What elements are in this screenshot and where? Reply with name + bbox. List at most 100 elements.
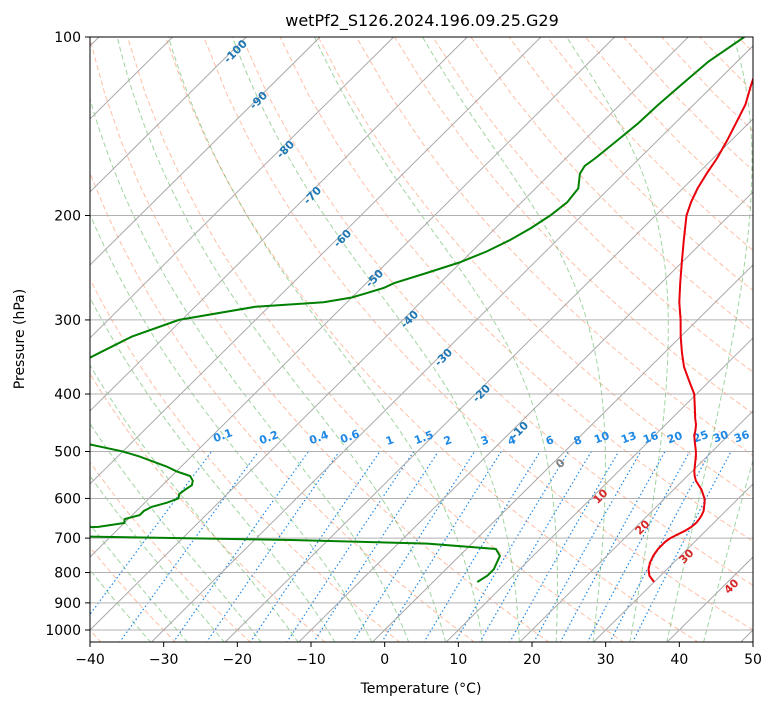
isotherm-line xyxy=(90,37,468,412)
mixing-ratio-label: 3 xyxy=(479,433,491,448)
dry-adiabat-line xyxy=(317,37,753,499)
y-axis-ticks: 100 200 300 400 500 600 700 800 900 1000 xyxy=(45,30,90,639)
isotherm-line xyxy=(371,264,753,642)
moist-adiabat-line xyxy=(90,212,373,642)
moist-adiabat-label: 40 xyxy=(722,576,742,596)
isotherm-line xyxy=(445,337,753,642)
mixing-ratio-label: 4 xyxy=(506,433,518,448)
y-tick-label: 1000 xyxy=(45,623,81,639)
dry-adiabat-line xyxy=(203,37,753,631)
mixing-ratio-label: 25 xyxy=(691,428,710,445)
y-tick-label: 400 xyxy=(54,387,81,403)
dry-adiabat-line xyxy=(241,37,753,586)
x-tick-label: 40 xyxy=(670,652,688,668)
pressure-gridlines xyxy=(90,37,753,631)
mixing-ratio-label: 16 xyxy=(641,429,660,447)
isotherm-line xyxy=(90,37,321,266)
mixing-ratio-label: 1 xyxy=(384,433,396,448)
x-tick-label: 0 xyxy=(380,652,389,668)
mixing-ratio-line xyxy=(586,451,691,642)
y-tick-label: 600 xyxy=(54,491,81,507)
y-tick-label: 900 xyxy=(54,596,81,612)
moist-adiabat-line xyxy=(232,37,520,642)
mixing-ratio-line xyxy=(205,451,340,642)
x-tick-label: −30 xyxy=(149,652,179,668)
mixing-ratio-label: 6 xyxy=(544,433,556,448)
mixing-ratio-line xyxy=(352,451,476,642)
moist-adiabat-label: 10 xyxy=(591,486,611,506)
mixing-ratio-line xyxy=(423,451,541,642)
moist-adiabat-line xyxy=(566,37,669,642)
y-axis-label: Pressure (hPa) xyxy=(12,289,28,389)
x-tick-label: 50 xyxy=(744,652,762,668)
mixing-ratio-label: 0.2 xyxy=(257,428,280,447)
isotherm-line xyxy=(90,37,394,339)
moist-adiabat-line xyxy=(90,422,262,642)
plot-frame xyxy=(89,36,754,643)
x-tick-label: 20 xyxy=(523,652,541,668)
moist-adiabat-line xyxy=(90,475,225,642)
mixing-ratio-label: 0.1 xyxy=(211,426,234,445)
dry-adiabat-line xyxy=(90,171,475,642)
mixing-ratio-label: 30 xyxy=(711,428,730,446)
x-tick-label: 30 xyxy=(597,652,615,668)
adiabat-labels: -100-90-80-70-60-50-40-30-20-10010203040… xyxy=(211,37,751,597)
x-tick-label: 10 xyxy=(449,652,467,668)
isotherm-line xyxy=(90,37,247,193)
mixing-ratio-line xyxy=(286,451,415,642)
mixing-ratio-line xyxy=(313,451,439,642)
isotherm-line xyxy=(592,483,753,642)
x-axis-ticks: −40 −30 −20 −10 0 10 20 30 40 50 xyxy=(75,642,762,668)
isotherm-line xyxy=(298,191,753,642)
temperature-line xyxy=(647,76,753,583)
dry-adiabat-line xyxy=(90,461,251,642)
isotherm-line xyxy=(90,37,615,558)
moist-adiabat-line xyxy=(90,296,336,642)
dry-adiabat-line xyxy=(394,37,753,415)
mixing-ratio-line xyxy=(172,451,309,642)
mixing-ratio-label: 0.6 xyxy=(338,427,361,446)
moist-adiabat-line xyxy=(90,97,410,642)
moist-adiabat-line xyxy=(168,37,483,642)
y-tick-label: 100 xyxy=(54,30,81,46)
x-tick-label: −20 xyxy=(223,652,253,668)
dry-adiabat-line xyxy=(165,37,699,642)
isotherm-line xyxy=(740,629,753,642)
mixing-ratio-label: 1.5 xyxy=(412,428,435,447)
dry-adiabat-line xyxy=(90,372,326,642)
y-tick-label: 700 xyxy=(54,531,81,547)
mixing-ratio-label: 36 xyxy=(732,428,751,446)
mixing-ratio-line xyxy=(249,451,381,642)
x-tick-label: −10 xyxy=(296,652,326,668)
x-axis-label: Temperature (°C) xyxy=(360,681,482,697)
mixing-ratio-line xyxy=(533,451,642,642)
dry-adiabat-line xyxy=(470,37,753,332)
moist-adiabat-line xyxy=(116,37,447,642)
dry-adiabat-line xyxy=(90,37,550,642)
dry-adiabat-label: -80 xyxy=(274,138,297,161)
moist-adiabat-label: 0 xyxy=(553,456,568,471)
dry-adiabat-line xyxy=(508,37,753,292)
dry-adiabat-line xyxy=(90,546,177,642)
mixing-ratio-label: 0.4 xyxy=(307,428,330,447)
isotherm-line xyxy=(90,37,542,485)
dry-adiabat-label: -100 xyxy=(221,37,250,66)
mixing-ratio-lines xyxy=(90,451,732,642)
mixing-ratio-label: 20 xyxy=(665,429,684,447)
mixing-ratio-line xyxy=(119,451,259,642)
moist-adiabat-line xyxy=(90,569,152,642)
dry-adiabat-line xyxy=(661,37,753,132)
x-tick-label: −40 xyxy=(75,652,105,668)
moist-adiabat-line xyxy=(422,37,606,642)
mixing-ratio-line xyxy=(559,451,666,642)
dry-adiabat-label: -50 xyxy=(363,267,386,290)
moist-adiabat-line xyxy=(90,364,299,642)
mixing-ratio-label: 2 xyxy=(442,433,454,448)
isotherms xyxy=(90,37,753,642)
chart-title: wetPf2_S126.2024.196.09.25.G29 xyxy=(285,11,559,31)
dewpoint-line xyxy=(90,37,745,583)
moist-adiabat-line xyxy=(314,37,558,642)
isotherm-line xyxy=(150,45,753,642)
dry-adiabat-line xyxy=(127,37,625,642)
